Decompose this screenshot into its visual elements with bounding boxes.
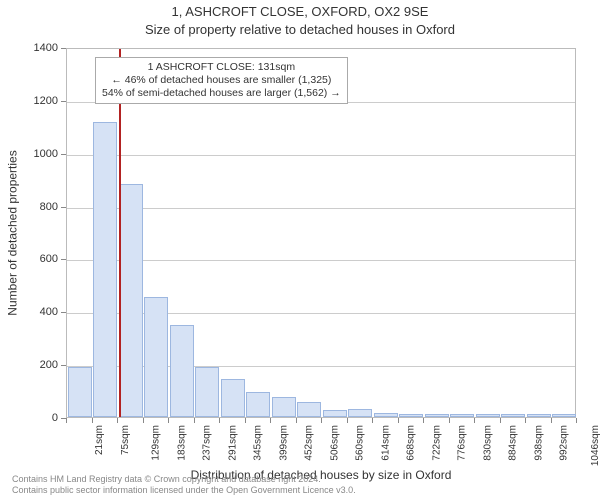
footnote-line: Contains public sector information licen… <box>12 485 356 496</box>
bar <box>425 414 449 417</box>
xtick-mark <box>245 418 246 423</box>
xtick-label: 345sqm <box>253 425 264 461</box>
xtick-mark <box>66 418 67 423</box>
ytick-mark <box>61 101 66 102</box>
xtick-mark <box>525 418 526 423</box>
ytick-label: 800 <box>18 201 58 213</box>
xtick-mark <box>398 418 399 423</box>
bar <box>399 414 423 417</box>
ytick-label: 1200 <box>18 95 58 107</box>
xtick-mark <box>168 418 169 423</box>
bar <box>221 379 245 417</box>
xtick-label: 183sqm <box>176 425 187 461</box>
xtick-label: 938sqm <box>533 425 544 461</box>
xtick-mark <box>296 418 297 423</box>
ytick-label: 400 <box>18 306 58 318</box>
xtick-label: 75sqm <box>120 425 131 455</box>
bar <box>348 409 372 417</box>
annotation-line: 1 ASHCROFT CLOSE: 131sqm <box>102 61 341 74</box>
xtick-mark <box>576 418 577 423</box>
footnote-line: Contains HM Land Registry data © Crown c… <box>12 474 356 485</box>
bar <box>374 413 398 417</box>
xtick-mark <box>117 418 118 423</box>
xtick-label: 237sqm <box>202 425 213 461</box>
ytick-mark <box>61 207 66 208</box>
xtick-label: 992sqm <box>559 425 570 461</box>
bar <box>297 402 321 417</box>
bar <box>323 410 347 417</box>
plot-area: 1 ASHCROFT CLOSE: 131sqm← 46% of detache… <box>66 48 576 418</box>
xtick-mark <box>194 418 195 423</box>
xtick-mark <box>219 418 220 423</box>
bar <box>170 325 194 418</box>
xtick-mark <box>143 418 144 423</box>
chart-subtitle: Size of property relative to detached ho… <box>0 22 600 37</box>
xtick-mark <box>321 418 322 423</box>
xtick-label: 560sqm <box>355 425 366 461</box>
bar <box>119 184 143 417</box>
xtick-label: 884sqm <box>508 425 519 461</box>
xtick-mark <box>500 418 501 423</box>
xtick-label: 722sqm <box>431 425 442 461</box>
ytick-label: 600 <box>18 253 58 265</box>
xtick-label: 776sqm <box>457 425 468 461</box>
bar <box>527 414 551 417</box>
bar <box>195 367 219 417</box>
ytick-label: 1400 <box>18 42 58 54</box>
xtick-mark <box>423 418 424 423</box>
xtick-label: 1046sqm <box>590 425 600 466</box>
annotation-line: ← 46% of detached houses are smaller (1,… <box>102 74 341 87</box>
bar <box>552 414 576 417</box>
annotation-box: 1 ASHCROFT CLOSE: 131sqm← 46% of detache… <box>95 57 348 104</box>
xtick-mark <box>551 418 552 423</box>
xtick-label: 452sqm <box>304 425 315 461</box>
xtick-label: 129sqm <box>151 425 162 461</box>
ytick-mark <box>61 48 66 49</box>
ytick-label: 0 <box>18 412 58 424</box>
xtick-mark <box>372 418 373 423</box>
xtick-mark <box>449 418 450 423</box>
xtick-label: 21sqm <box>94 425 105 455</box>
ytick-mark <box>61 154 66 155</box>
xtick-label: 614sqm <box>380 425 391 461</box>
bar <box>246 392 270 417</box>
bar <box>144 297 168 417</box>
ytick-mark <box>61 365 66 366</box>
ytick-label: 1000 <box>18 148 58 160</box>
ytick-label: 200 <box>18 359 58 371</box>
xtick-label: 399sqm <box>278 425 289 461</box>
bar <box>501 414 525 417</box>
annotation-line: 54% of semi-detached houses are larger (… <box>102 87 341 100</box>
xtick-label: 830sqm <box>482 425 493 461</box>
xtick-label: 291sqm <box>227 425 238 461</box>
footnote: Contains HM Land Registry data © Crown c… <box>12 474 356 497</box>
bar <box>450 414 474 417</box>
chart-frame: 1, ASHCROFT CLOSE, OXFORD, OX2 9SE Size … <box>0 0 600 500</box>
xtick-label: 506sqm <box>329 425 340 461</box>
bar <box>68 367 92 417</box>
ytick-mark <box>61 259 66 260</box>
bar <box>93 122 117 417</box>
xtick-label: 668sqm <box>406 425 417 461</box>
xtick-mark <box>270 418 271 423</box>
bar <box>272 397 296 417</box>
ytick-mark <box>61 312 66 313</box>
xtick-mark <box>347 418 348 423</box>
xtick-mark <box>92 418 93 423</box>
xtick-mark <box>474 418 475 423</box>
page-title: 1, ASHCROFT CLOSE, OXFORD, OX2 9SE <box>0 4 600 19</box>
bar <box>476 414 500 417</box>
